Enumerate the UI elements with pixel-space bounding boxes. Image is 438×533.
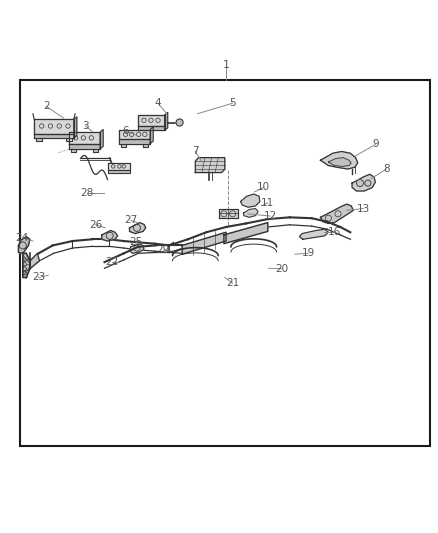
Text: 12: 12 bbox=[263, 211, 276, 221]
Text: 2: 2 bbox=[42, 101, 49, 111]
Polygon shape bbox=[93, 149, 98, 152]
Circle shape bbox=[356, 180, 363, 187]
Polygon shape bbox=[138, 115, 164, 126]
Polygon shape bbox=[34, 134, 74, 138]
Polygon shape bbox=[195, 158, 224, 173]
Text: 9: 9 bbox=[371, 140, 378, 149]
Polygon shape bbox=[299, 229, 328, 239]
Text: 20: 20 bbox=[275, 264, 288, 273]
Circle shape bbox=[364, 180, 370, 186]
Text: 24: 24 bbox=[15, 233, 28, 243]
Text: 5: 5 bbox=[229, 98, 236, 108]
Polygon shape bbox=[164, 112, 167, 131]
Polygon shape bbox=[129, 223, 145, 233]
Text: 28: 28 bbox=[80, 188, 93, 198]
Text: 26: 26 bbox=[89, 220, 102, 230]
Polygon shape bbox=[71, 149, 76, 152]
Polygon shape bbox=[107, 170, 129, 173]
Text: 3: 3 bbox=[82, 121, 89, 131]
Polygon shape bbox=[320, 204, 353, 223]
Polygon shape bbox=[240, 194, 259, 207]
Polygon shape bbox=[119, 130, 150, 139]
Circle shape bbox=[176, 119, 183, 126]
Polygon shape bbox=[102, 230, 117, 241]
Polygon shape bbox=[36, 138, 42, 141]
Polygon shape bbox=[74, 117, 77, 138]
Text: 27: 27 bbox=[124, 215, 137, 225]
Polygon shape bbox=[30, 253, 39, 269]
Polygon shape bbox=[34, 119, 74, 134]
Text: 22: 22 bbox=[105, 257, 118, 267]
Polygon shape bbox=[121, 143, 125, 147]
Bar bbox=[20, 80, 429, 447]
Text: 13: 13 bbox=[356, 204, 369, 214]
Polygon shape bbox=[243, 208, 258, 217]
Polygon shape bbox=[182, 232, 226, 254]
Text: 16: 16 bbox=[327, 227, 340, 237]
Polygon shape bbox=[69, 144, 100, 149]
Text: 19: 19 bbox=[301, 248, 314, 259]
Text: 8: 8 bbox=[382, 164, 389, 174]
Text: 29: 29 bbox=[156, 245, 170, 255]
Polygon shape bbox=[129, 244, 144, 253]
Text: 7: 7 bbox=[191, 147, 198, 157]
Polygon shape bbox=[119, 139, 150, 143]
Polygon shape bbox=[328, 158, 350, 166]
Polygon shape bbox=[23, 253, 30, 278]
Polygon shape bbox=[107, 163, 129, 170]
Polygon shape bbox=[143, 143, 148, 147]
Text: 23: 23 bbox=[32, 272, 45, 282]
Polygon shape bbox=[351, 174, 374, 191]
Text: 4: 4 bbox=[154, 98, 161, 108]
Polygon shape bbox=[66, 138, 71, 141]
Polygon shape bbox=[218, 208, 237, 218]
Polygon shape bbox=[223, 223, 267, 244]
Polygon shape bbox=[138, 126, 164, 131]
Polygon shape bbox=[100, 130, 103, 149]
Polygon shape bbox=[18, 237, 30, 253]
Text: 25: 25 bbox=[129, 237, 142, 247]
Text: 21: 21 bbox=[226, 278, 239, 288]
Text: 10: 10 bbox=[256, 182, 269, 192]
Polygon shape bbox=[150, 127, 153, 143]
Text: 1: 1 bbox=[222, 60, 229, 70]
Polygon shape bbox=[69, 132, 100, 144]
Text: 6: 6 bbox=[121, 126, 128, 136]
Text: 11: 11 bbox=[261, 198, 274, 208]
Polygon shape bbox=[320, 151, 357, 169]
